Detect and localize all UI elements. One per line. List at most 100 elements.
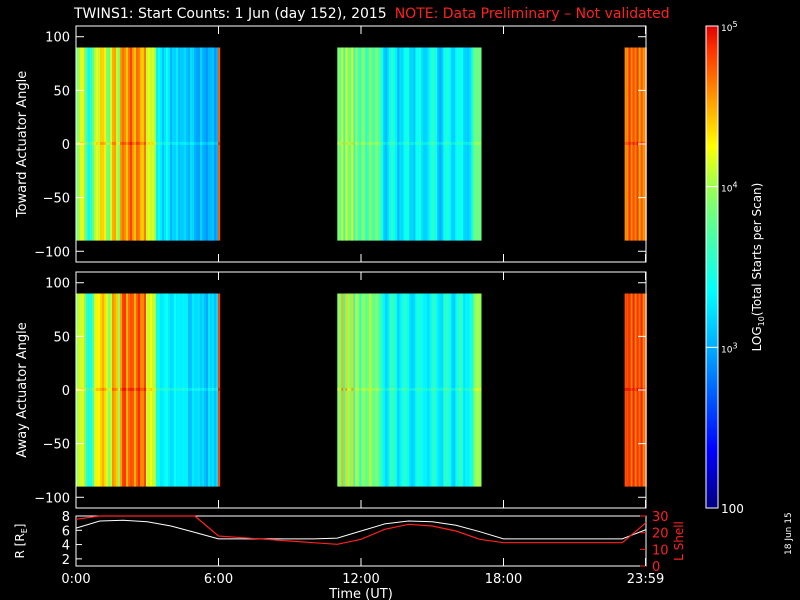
heatmap-zero-band bbox=[473, 141, 476, 145]
heatmap-zero-band bbox=[385, 141, 388, 145]
heatmap-zero-band bbox=[208, 387, 211, 391]
heatmap-zero-band bbox=[391, 387, 394, 391]
heatmap-zero-band bbox=[634, 141, 637, 145]
heatmap-zero-band bbox=[435, 141, 438, 145]
heatmap-zero-band bbox=[379, 387, 382, 391]
heatmap-zero-band bbox=[214, 141, 217, 145]
heatmap-zero-band bbox=[467, 387, 470, 391]
heatmap-zero-band bbox=[361, 387, 364, 391]
heatmap-zero-band bbox=[130, 387, 133, 391]
heatmap-zero-band bbox=[369, 141, 372, 145]
away-data-interval bbox=[337, 293, 482, 487]
heatmap-zero-band bbox=[389, 141, 392, 145]
heatmap-zero-band bbox=[142, 387, 145, 391]
heatmap-zero-band bbox=[626, 141, 629, 145]
heatmap-zero-band bbox=[640, 141, 643, 145]
heatmap-zero-band bbox=[122, 387, 125, 391]
heatmap-zero-band bbox=[146, 387, 149, 391]
heatmap-zero-band bbox=[162, 387, 165, 391]
heatmap-zero-band bbox=[405, 141, 408, 145]
heatmap-zero-band bbox=[441, 387, 444, 391]
heatmap-zero-band bbox=[630, 141, 633, 145]
heatmap-zero-band bbox=[383, 387, 386, 391]
heatmap-zero-band bbox=[156, 141, 159, 145]
heatmap-zero-band bbox=[425, 141, 428, 145]
heatmap-zero-band bbox=[106, 141, 109, 145]
heatmap-zero-band bbox=[419, 387, 422, 391]
heatmap-zero-band bbox=[88, 141, 91, 145]
heatmap-zero-band bbox=[142, 141, 145, 145]
heatmap-zero-band bbox=[138, 387, 141, 391]
heatmap-zero-band bbox=[144, 387, 147, 391]
heatmap-zero-band bbox=[202, 387, 205, 391]
y-tick-label-right: 0 bbox=[652, 560, 660, 575]
heatmap-zero-band bbox=[110, 387, 113, 391]
heatmap-zero-band bbox=[431, 387, 434, 391]
heatmap-zero-band bbox=[437, 387, 440, 391]
heatmap-zero-band bbox=[411, 141, 414, 145]
y-tick-label: 100 bbox=[45, 31, 70, 46]
heatmap-zero-band bbox=[174, 387, 177, 391]
heatmap-zero-band bbox=[421, 387, 424, 391]
heatmap-zero-band bbox=[186, 141, 189, 145]
heatmap-zero-band bbox=[349, 387, 352, 391]
heatmap-zero-band bbox=[425, 387, 428, 391]
heatmap-zero-band bbox=[403, 387, 406, 391]
heatmap-zero-band bbox=[642, 387, 645, 391]
heatmap-zero-band bbox=[359, 387, 362, 391]
heatmap-zero-band bbox=[467, 141, 470, 145]
colorbar-tick-label: 100 bbox=[721, 502, 744, 516]
heatmap-zero-band bbox=[453, 387, 456, 391]
heatmap-zero-band bbox=[182, 387, 185, 391]
heatmap-zero-band bbox=[345, 387, 348, 391]
heatmap-zero-band bbox=[104, 387, 107, 391]
heatmap-zero-band bbox=[415, 141, 418, 145]
heatmap-zero-band bbox=[387, 387, 390, 391]
y-tick-label-left: 6 bbox=[62, 524, 70, 539]
away-data-interval bbox=[76, 293, 221, 487]
heatmap-zero-band bbox=[624, 141, 627, 145]
heatmap-zero-band bbox=[433, 141, 436, 145]
y-tick-label-left: 2 bbox=[62, 553, 70, 568]
x-tick-label: 0:00 bbox=[61, 572, 90, 587]
heatmap-zero-band bbox=[188, 387, 191, 391]
heatmap-zero-band bbox=[475, 387, 478, 391]
heatmap-zero-band bbox=[132, 387, 135, 391]
heatmap-zero-band bbox=[98, 387, 101, 391]
heatmap-zero-band bbox=[435, 387, 438, 391]
heatmap-zero-band bbox=[126, 387, 129, 391]
heatmap-zero-band bbox=[383, 141, 386, 145]
heatmap-zero-band bbox=[427, 387, 430, 391]
radius-line bbox=[75, 519, 647, 540]
heatmap-zero-band bbox=[178, 387, 181, 391]
heatmap-zero-band bbox=[116, 141, 119, 145]
heatmap-zero-band bbox=[126, 141, 129, 145]
heatmap-zero-band bbox=[134, 141, 137, 145]
heatmap-zero-band bbox=[100, 387, 103, 391]
heatmap-zero-band bbox=[120, 141, 123, 145]
heatmap-zero-band bbox=[439, 387, 442, 391]
heatmap-zero-band bbox=[407, 387, 410, 391]
y-tick-label: 100 bbox=[45, 277, 70, 292]
heatmap-zero-band bbox=[210, 141, 213, 145]
heatmap-zero-band bbox=[196, 141, 199, 145]
x-tick-label: 12:00 bbox=[342, 572, 379, 587]
heatmap-zero-band bbox=[108, 141, 111, 145]
heatmap-zero-band bbox=[164, 387, 167, 391]
toward-y-axis-label: Toward Actuator Angle bbox=[15, 71, 30, 218]
heatmap-zero-band bbox=[343, 141, 346, 145]
heatmap-zero-band bbox=[186, 387, 189, 391]
heatmap-zero-band bbox=[628, 387, 631, 391]
heatmap-zero-band bbox=[365, 141, 368, 145]
heatmap-zero-band bbox=[198, 141, 201, 145]
heatmap-zero-band bbox=[118, 387, 121, 391]
heatmap-zero-band bbox=[441, 141, 444, 145]
heatmap-zero-band bbox=[182, 141, 185, 145]
heatmap-zero-band bbox=[423, 387, 426, 391]
heatmap-zero-band bbox=[94, 387, 97, 391]
heatmap-zero-band bbox=[86, 387, 89, 391]
heatmap-zero-band bbox=[148, 387, 151, 391]
heatmap-zero-band bbox=[443, 387, 446, 391]
y-tick-label: 50 bbox=[53, 84, 70, 99]
colorbar-label-pre: LOG bbox=[750, 326, 764, 351]
